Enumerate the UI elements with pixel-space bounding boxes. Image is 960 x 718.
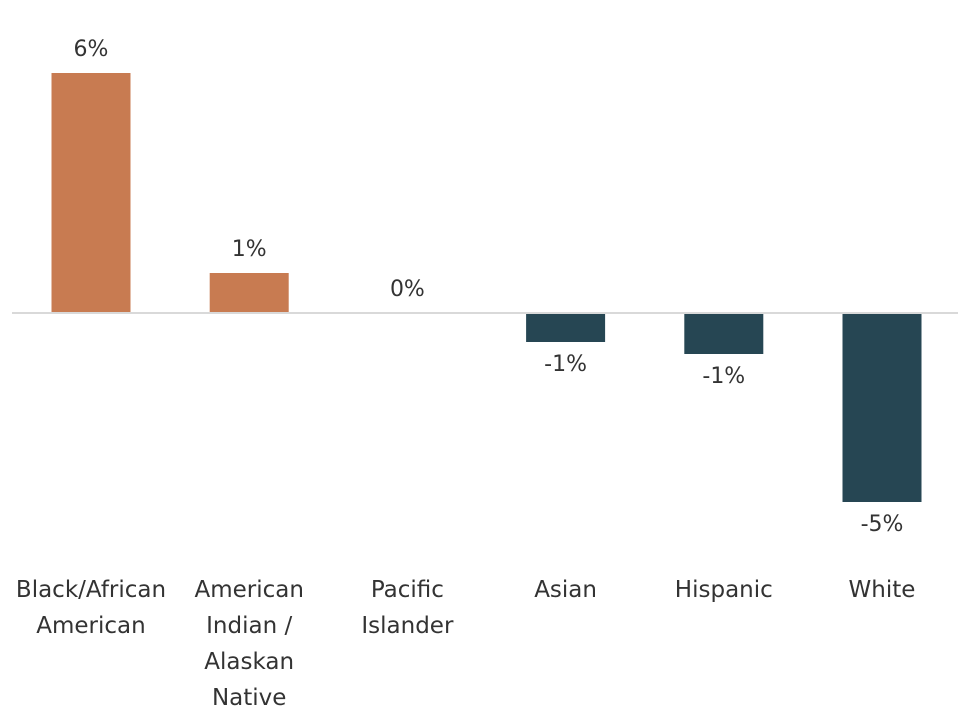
category-label-1-line-3: Native — [212, 685, 286, 711]
value-label-5: -5% — [861, 512, 904, 537]
bars-group — [51, 73, 922, 502]
bar-4 — [684, 314, 764, 354]
category-label-1-line-2: Alaskan — [204, 649, 294, 675]
value-labels-group: 6% 1% 0% -1% -1% -5% — [74, 37, 904, 537]
value-label-1: 1% — [232, 237, 267, 262]
category-label-2-line-1: Islander — [361, 613, 454, 639]
bar-3 — [526, 314, 606, 342]
value-label-4: -1% — [702, 364, 745, 389]
category-label-0-line-0: Black/African — [16, 577, 166, 603]
value-label-3: -1% — [544, 352, 587, 377]
category-label-1-line-0: American — [194, 577, 303, 603]
value-label-0: 6% — [74, 37, 109, 62]
category-label-4-line-0: Hispanic — [675, 577, 773, 603]
category-label-1: American Indian / Alaskan Native — [194, 577, 303, 711]
category-label-5-line-0: White — [849, 577, 916, 603]
category-label-0: Black/African American — [16, 577, 166, 639]
category-label-2: Pacific Islander — [361, 577, 454, 639]
category-label-3: Asian — [534, 577, 597, 603]
value-label-2: 0% — [390, 277, 425, 302]
bar-5 — [842, 314, 922, 502]
category-label-5: White — [849, 577, 916, 603]
category-labels-group: Black/African American American Indian / Ala… — [16, 577, 916, 711]
category-label-3-line-0: Asian — [534, 577, 597, 603]
category-label-0-line-1: American — [36, 613, 145, 639]
bar-1 — [209, 273, 289, 313]
bar-0 — [51, 73, 131, 313]
category-label-4: Hispanic — [675, 577, 773, 603]
category-label-2-line-0: Pacific — [371, 577, 444, 603]
category-label-1-line-1: Indian / — [206, 613, 292, 639]
